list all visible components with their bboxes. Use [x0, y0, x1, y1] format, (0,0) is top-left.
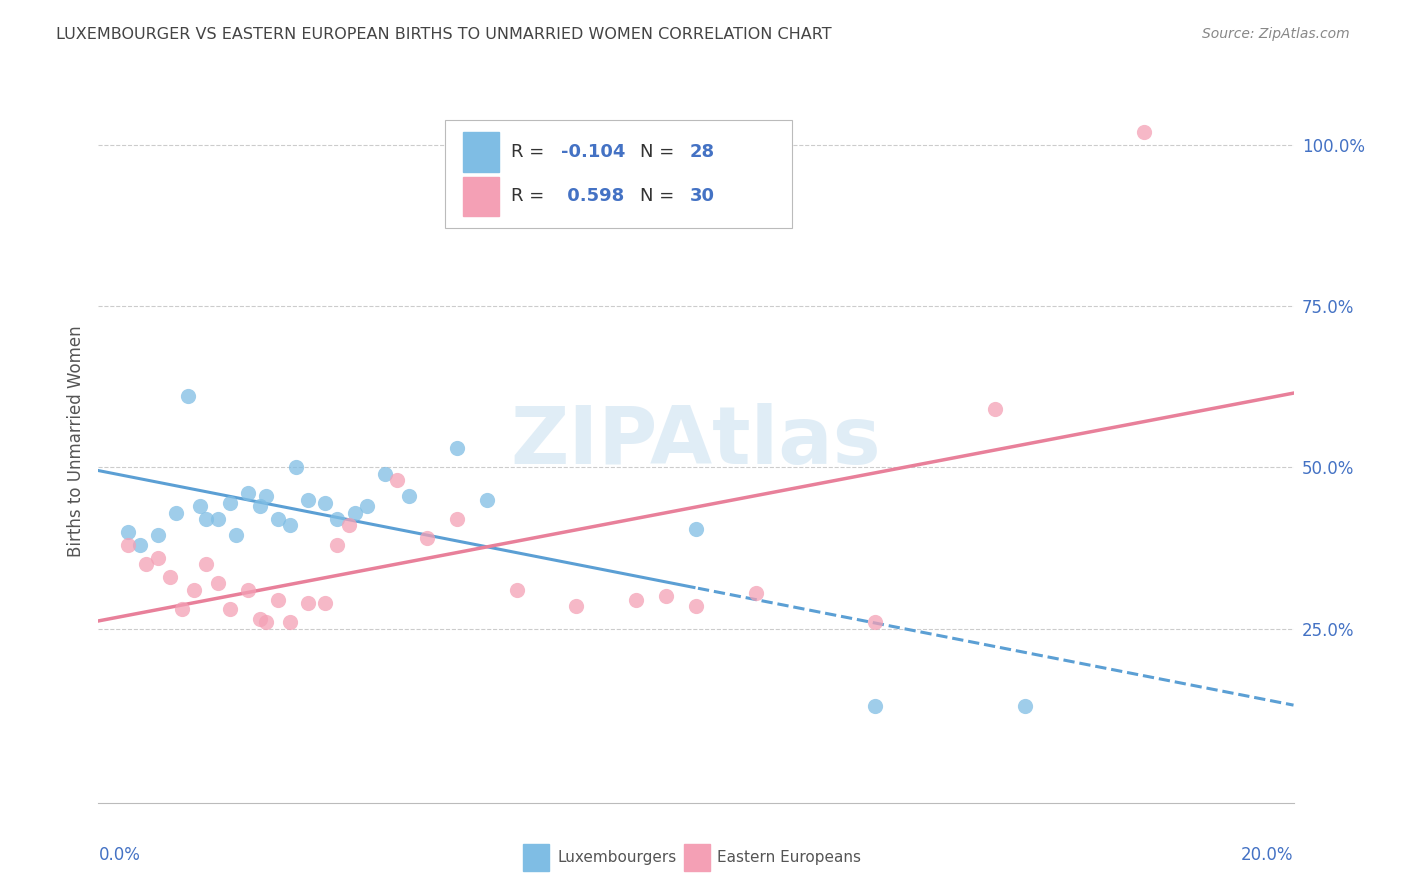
Point	[207, 576, 229, 591]
Point	[249, 612, 271, 626]
Point	[398, 489, 420, 503]
Point	[326, 538, 349, 552]
Point	[135, 557, 157, 571]
Text: 20.0%: 20.0%	[1241, 847, 1294, 864]
Point	[315, 596, 337, 610]
Point	[148, 550, 170, 565]
Text: -0.104: -0.104	[561, 143, 626, 161]
Point	[326, 512, 349, 526]
Point	[297, 596, 319, 610]
Text: Source: ZipAtlas.com: Source: ZipAtlas.com	[1202, 27, 1350, 41]
Point	[148, 528, 170, 542]
Point	[195, 557, 218, 571]
Point	[655, 590, 678, 604]
Point	[267, 592, 290, 607]
Point	[225, 528, 247, 542]
Point	[284, 460, 307, 475]
Point	[219, 496, 242, 510]
Point	[475, 492, 498, 507]
Point	[159, 570, 181, 584]
Text: R =: R =	[510, 143, 550, 161]
Point	[236, 582, 259, 597]
Text: 28: 28	[690, 143, 716, 161]
Point	[344, 506, 367, 520]
FancyBboxPatch shape	[446, 120, 792, 228]
Point	[385, 473, 409, 487]
Point	[254, 615, 277, 630]
Text: ZIPAtlas: ZIPAtlas	[510, 402, 882, 481]
Point	[356, 499, 378, 513]
Point	[315, 496, 337, 510]
Point	[129, 538, 152, 552]
Point	[117, 524, 139, 539]
Point	[254, 489, 277, 503]
Point	[339, 518, 361, 533]
Point	[374, 467, 396, 481]
Text: R =: R =	[510, 187, 550, 205]
Point	[685, 522, 707, 536]
Y-axis label: Births to Unmarried Women: Births to Unmarried Women	[66, 326, 84, 558]
Point	[984, 402, 1007, 417]
Point	[685, 599, 707, 613]
Bar	[463, 177, 499, 217]
Point	[565, 599, 588, 613]
Point	[1133, 125, 1156, 139]
Point	[506, 582, 529, 597]
Text: 30: 30	[690, 187, 716, 205]
Point	[1014, 699, 1036, 714]
Text: 0.598: 0.598	[561, 187, 624, 205]
Point	[446, 512, 468, 526]
Point	[117, 538, 139, 552]
Point	[416, 531, 439, 545]
Point	[172, 602, 194, 616]
Point	[177, 389, 200, 403]
Point	[278, 518, 301, 533]
Text: Eastern Europeans: Eastern Europeans	[717, 850, 862, 865]
Point	[195, 512, 218, 526]
Text: Luxembourgers: Luxembourgers	[557, 850, 676, 865]
Text: N =: N =	[640, 187, 679, 205]
Text: N =: N =	[640, 143, 679, 161]
Point	[626, 592, 648, 607]
Point	[446, 441, 468, 455]
Text: 0.0%: 0.0%	[98, 847, 141, 864]
Point	[236, 486, 259, 500]
Text: LUXEMBOURGER VS EASTERN EUROPEAN BIRTHS TO UNMARRIED WOMEN CORRELATION CHART: LUXEMBOURGER VS EASTERN EUROPEAN BIRTHS …	[56, 27, 832, 42]
Point	[219, 602, 242, 616]
Point	[278, 615, 301, 630]
Bar	[463, 132, 499, 172]
Bar	[523, 844, 548, 871]
Point	[207, 512, 229, 526]
Point	[745, 586, 768, 600]
Point	[183, 582, 205, 597]
Point	[267, 512, 290, 526]
Point	[297, 492, 319, 507]
Point	[865, 699, 887, 714]
Point	[188, 499, 211, 513]
Point	[865, 615, 887, 630]
Bar	[685, 844, 710, 871]
Point	[165, 506, 187, 520]
Point	[249, 499, 271, 513]
